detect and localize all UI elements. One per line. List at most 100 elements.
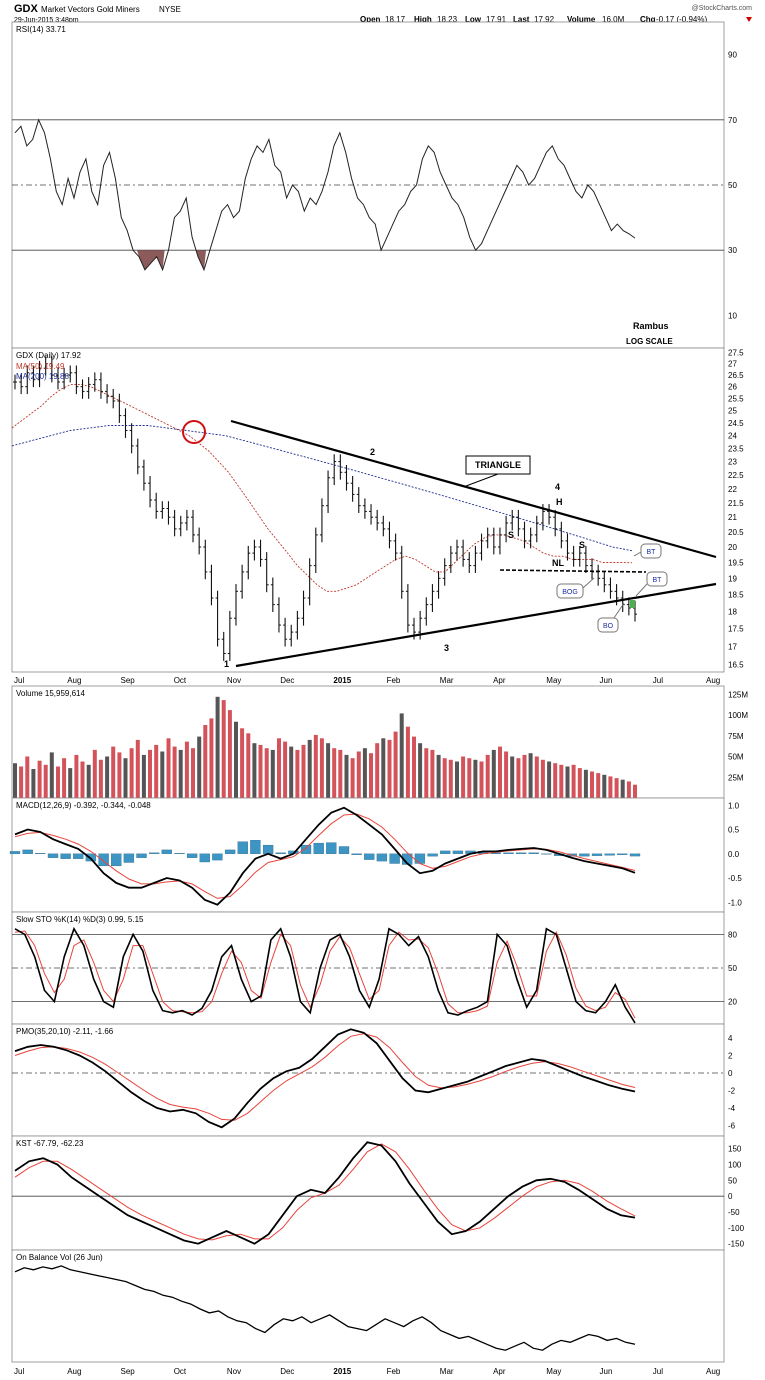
- macd-histogram-bar: [111, 853, 122, 867]
- volume-bar: [227, 710, 232, 798]
- macd-histogram-bar: [326, 842, 337, 854]
- pivot-1: 1: [224, 659, 229, 669]
- volume-bar: [277, 738, 281, 798]
- bo-callout: BO: [597, 602, 625, 633]
- macd-tick: -0.5: [728, 874, 742, 883]
- kst-panel: -150 -100 -50 0 50 100 150 KST -67.79, -62.23: [11, 1135, 745, 1251]
- volume-bar: [62, 758, 67, 798]
- volume-bar: [123, 758, 128, 798]
- volume-bar: [350, 758, 355, 798]
- pmo-tick: -2: [728, 1087, 736, 1096]
- price-tick: 16.5: [728, 661, 744, 670]
- macd-histogram-bar: [149, 852, 160, 854]
- volume-bar: [319, 738, 324, 798]
- volume-bar: [80, 761, 85, 798]
- macd-histogram-bar: [338, 846, 350, 854]
- pivot-3: 3: [444, 643, 449, 653]
- macd-histogram-bar: [591, 853, 603, 856]
- volume-bar: [381, 738, 386, 798]
- price-tick: 18: [728, 607, 737, 616]
- macd-histogram-bar: [186, 853, 198, 858]
- price-tick: 19: [728, 574, 737, 583]
- security-name: Market Vectors Gold Miners: [41, 5, 140, 14]
- volume-bar: [461, 756, 466, 798]
- macd-histogram-bar: [351, 853, 362, 855]
- x-axis-label: Oct: [174, 1367, 187, 1376]
- volume-bar: [448, 759, 453, 798]
- volume-bar: [98, 759, 103, 798]
- last-bar-highlight: [630, 600, 635, 608]
- volume-bar: [154, 744, 159, 798]
- down-arrow-icon: [746, 17, 752, 22]
- pmo-title: PMO(35,20,10) -2.11, -1.66: [16, 1027, 114, 1036]
- bt-callout-upper: BT: [633, 543, 662, 559]
- volume-bar: [633, 784, 637, 798]
- volume-bar: [547, 761, 552, 798]
- price-tick: 21: [728, 513, 737, 522]
- volume-bar: [56, 766, 60, 798]
- macd-title: MACD(12,26,9) -0.392, -0.344, -0.048: [16, 801, 151, 810]
- macd-histogram-bar: [452, 850, 464, 854]
- volume-label: Volume: [567, 15, 596, 24]
- pmo-panel: -6 -4 -2 0 2 4 PMO(35,20,10) -2.11, -1.66: [11, 1023, 736, 1137]
- volume-bar: [258, 744, 263, 798]
- sto-panel: 20 50 80 Slow STO %K(14) %D(3) 0.99, 5.15: [11, 911, 737, 1025]
- chg-value: -0.17 (-0.94%): [656, 15, 707, 24]
- volume-bar: [369, 753, 373, 798]
- macd-histogram-bar: [262, 844, 274, 854]
- author-label: Rambus: [633, 321, 669, 331]
- volume-bar: [215, 696, 220, 798]
- triangle-label: TRIANGLE: [475, 460, 521, 470]
- sto-tick: 20: [728, 998, 737, 1007]
- price-tick: 19.5: [728, 559, 744, 568]
- volume-bar: [338, 749, 343, 798]
- volume-bar: [246, 733, 251, 798]
- volume-bar: [203, 725, 208, 798]
- volume-bar: [313, 734, 318, 798]
- x-axis-label: Nov: [227, 1367, 241, 1376]
- price-tick: 26.5: [728, 371, 744, 380]
- volume-bar: [37, 760, 42, 798]
- x-axis-label: Aug: [67, 676, 81, 685]
- macd-histogram-bar: [85, 853, 97, 862]
- rsi-title: RSI(14) 33.71: [16, 25, 66, 34]
- rsi-tick: 10: [728, 311, 737, 320]
- volume-bar: [418, 743, 423, 798]
- x-axis-label: Dec: [280, 1367, 294, 1376]
- low-value: 17.91: [486, 15, 507, 24]
- macd-histogram-bar: [541, 853, 552, 855]
- bog-label: BOG: [562, 589, 578, 596]
- x-axis-label: Jul: [653, 1367, 663, 1376]
- macd-histogram-bar: [427, 853, 438, 857]
- macd-histogram-bar: [604, 853, 615, 856]
- macd-panel: -1.0 -0.5 0.0 0.5 1.0 MACD(12,26,9) -0.392, -…: [9, 797, 742, 913]
- volume-bar: [356, 751, 361, 798]
- x-axis-label: Apr: [493, 1367, 506, 1376]
- volume-panel: 25M 50M 75M 100M 125M Volume 15,959,614: [11, 685, 748, 799]
- neckline-label: NL: [552, 558, 564, 568]
- volume-tick: 75M: [728, 732, 744, 741]
- volume-bar: [405, 726, 410, 798]
- volume-tick: 125M: [728, 690, 748, 699]
- macd-histogram-bar: [528, 852, 539, 854]
- volume-bar: [141, 754, 146, 798]
- rsi-tick: 50: [728, 181, 737, 190]
- bt-callout-lower: BT: [635, 571, 668, 597]
- rsi-oversold-fill: [196, 250, 206, 270]
- macd-histogram-bar: [35, 853, 46, 854]
- chart-date: 29-Jun-2015 3:48pm: [14, 17, 79, 24]
- volume-bar: [221, 700, 226, 798]
- macd-histogram-bar: [414, 853, 426, 864]
- volume-bar: [68, 768, 73, 798]
- kst-line: [14, 1141, 636, 1245]
- pivot-4: 4: [555, 482, 560, 492]
- macd-histogram-bar: [300, 844, 312, 854]
- macd-tick: 0.5: [728, 826, 740, 835]
- kst-tick: 100: [728, 1161, 742, 1170]
- price-tick: 20: [728, 543, 737, 552]
- volume-bar: [234, 721, 238, 798]
- volume-bar: [565, 766, 570, 798]
- volume-bar: [362, 748, 367, 798]
- volume-bar: [166, 738, 171, 798]
